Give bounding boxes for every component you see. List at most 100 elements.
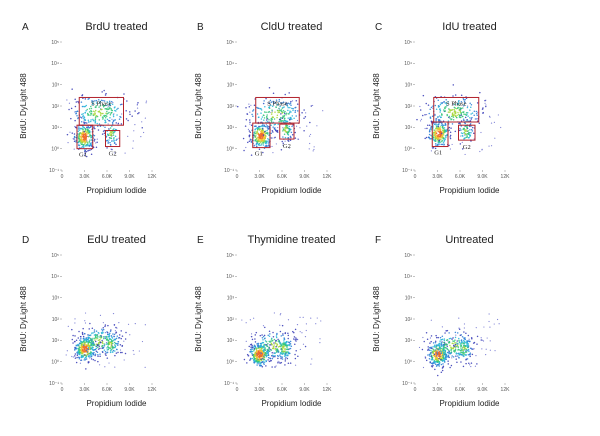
data-point bbox=[460, 100, 463, 103]
data-point bbox=[104, 332, 106, 334]
data-point bbox=[84, 320, 86, 322]
panel-letter: F bbox=[375, 235, 381, 246]
data-point bbox=[108, 137, 111, 139]
x-tick-label: 6.0K bbox=[102, 174, 113, 180]
data-point bbox=[441, 369, 444, 372]
data-point bbox=[471, 338, 473, 340]
data-point bbox=[434, 363, 437, 365]
data-point bbox=[439, 138, 441, 140]
data-point bbox=[461, 134, 464, 137]
data-point bbox=[256, 113, 259, 115]
data-point bbox=[440, 358, 442, 361]
data-point bbox=[277, 360, 279, 362]
data-point bbox=[313, 146, 315, 148]
data-point bbox=[262, 141, 264, 144]
data-point bbox=[77, 100, 79, 103]
data-point bbox=[264, 337, 266, 339]
data-point bbox=[71, 355, 73, 358]
data-point bbox=[281, 112, 284, 114]
data-point bbox=[447, 360, 449, 362]
data-point bbox=[283, 337, 285, 339]
data-point bbox=[74, 105, 77, 108]
data-point bbox=[258, 129, 261, 131]
data-point bbox=[132, 350, 134, 352]
data-point bbox=[438, 345, 441, 348]
data-point bbox=[84, 349, 86, 351]
y-tick-label: 10⁴ bbox=[51, 274, 59, 280]
data-point bbox=[469, 120, 472, 122]
data-point bbox=[260, 352, 262, 354]
data-point bbox=[263, 350, 265, 352]
data-point bbox=[104, 126, 106, 129]
data-point bbox=[267, 356, 270, 359]
data-point bbox=[442, 124, 444, 127]
data-point bbox=[112, 120, 115, 122]
data-point bbox=[90, 110, 92, 112]
data-point bbox=[80, 132, 82, 135]
data-point bbox=[282, 130, 284, 132]
data-point bbox=[442, 365, 445, 368]
data-point bbox=[99, 336, 101, 338]
data-point bbox=[457, 346, 460, 348]
data-point bbox=[257, 346, 260, 349]
data-point bbox=[290, 100, 292, 103]
data-point bbox=[447, 355, 450, 358]
y-tick-label: 10² bbox=[227, 317, 235, 323]
data-point bbox=[97, 354, 99, 356]
data-point bbox=[114, 330, 116, 332]
data-point bbox=[107, 347, 110, 349]
data-point bbox=[263, 117, 266, 119]
data-point bbox=[274, 354, 276, 357]
data-point bbox=[276, 103, 279, 106]
data-point bbox=[256, 343, 258, 345]
data-point bbox=[86, 133, 88, 136]
data-point bbox=[435, 118, 437, 120]
y-tick-label: 10¹ bbox=[227, 338, 235, 344]
data-point bbox=[258, 107, 260, 109]
data-point bbox=[104, 117, 107, 119]
data-point bbox=[461, 107, 464, 109]
data-point bbox=[99, 314, 102, 316]
data-point bbox=[112, 134, 115, 136]
data-point bbox=[84, 150, 86, 153]
gate-g1 bbox=[431, 121, 449, 148]
data-point bbox=[458, 337, 460, 340]
data-point bbox=[271, 351, 273, 354]
data-point bbox=[97, 339, 100, 342]
data-point bbox=[258, 140, 260, 143]
data-point bbox=[260, 344, 262, 347]
data-point bbox=[458, 104, 461, 107]
data-point bbox=[109, 117, 111, 119]
data-point bbox=[87, 150, 89, 152]
data-point bbox=[118, 322, 120, 324]
x-tick-label: 12K bbox=[323, 387, 333, 393]
y-axis-label: BrdU: DyLight 488 bbox=[19, 73, 28, 139]
data-point bbox=[91, 354, 93, 356]
data-point bbox=[93, 351, 95, 354]
data-point bbox=[72, 342, 74, 344]
data-point bbox=[104, 119, 106, 121]
data-point bbox=[461, 351, 463, 354]
data-point bbox=[284, 126, 286, 129]
data-point bbox=[106, 349, 109, 351]
data-point bbox=[293, 331, 295, 334]
data-point bbox=[269, 333, 271, 335]
data-point bbox=[306, 125, 308, 127]
data-point bbox=[119, 351, 122, 354]
data-point bbox=[446, 345, 448, 347]
data-point bbox=[255, 353, 257, 355]
data-point bbox=[441, 345, 444, 347]
data-point bbox=[449, 111, 451, 114]
data-point bbox=[110, 340, 113, 343]
data-point bbox=[429, 342, 431, 344]
data-point bbox=[117, 107, 119, 110]
data-point bbox=[461, 141, 463, 143]
data-point bbox=[285, 351, 287, 354]
data-point bbox=[114, 135, 117, 138]
data-point bbox=[72, 334, 74, 337]
data-point bbox=[437, 134, 439, 136]
data-point bbox=[80, 121, 83, 123]
data-point bbox=[289, 362, 292, 364]
data-point bbox=[109, 351, 112, 354]
data-point bbox=[71, 338, 74, 341]
